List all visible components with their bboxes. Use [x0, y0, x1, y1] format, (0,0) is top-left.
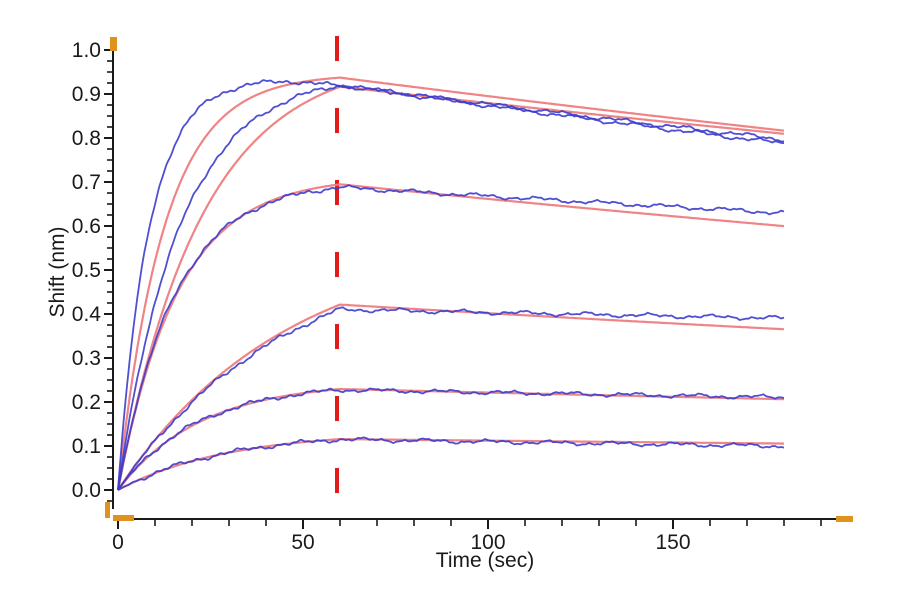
y-tick-label: 0.7: [72, 171, 101, 194]
y-tick-label: 0.4: [72, 303, 102, 326]
y-tick-label: 0.0: [72, 479, 101, 502]
y-tick-label: 0.8: [72, 127, 101, 150]
y-tick-label: 0.5: [72, 259, 101, 282]
x-tick-label: 50: [291, 531, 314, 554]
x-axis-right-range-handle[interactable]: [836, 516, 853, 522]
y-tick-label: 0.3: [72, 347, 101, 370]
fit-curve-trace-4: [117, 303, 785, 491]
fit-curve-trace-1: [116, 76, 785, 491]
fit-curve-trace-5: [117, 387, 784, 491]
y-axis-bottom-range-handle[interactable]: [105, 502, 110, 518]
data-curve-trace-2: [117, 84, 785, 491]
x-tick-label: 100: [470, 531, 505, 554]
x-axis-title: Time (sec): [436, 549, 534, 572]
data-curve-trace-3: [117, 184, 785, 491]
x-tick-label: 150: [655, 531, 690, 554]
y-tick-label: 0.2: [72, 391, 101, 414]
y-tick-label: 0.1: [72, 435, 101, 458]
y-tick-label: 1.0: [72, 39, 101, 62]
y-axis-top-range-handle[interactable]: [110, 37, 117, 51]
data-curve-trace-6: [117, 436, 785, 491]
x-axis-left-range-handle[interactable]: [113, 515, 134, 521]
x-tick-label: 0: [112, 531, 124, 554]
y-tick-label: 0.9: [72, 83, 101, 106]
data-curve-trace-5: [117, 387, 785, 491]
y-axis-title: Shift (nm): [46, 226, 69, 317]
data-curve-trace-4: [117, 306, 785, 491]
y-tick-label: 0.6: [72, 215, 101, 238]
